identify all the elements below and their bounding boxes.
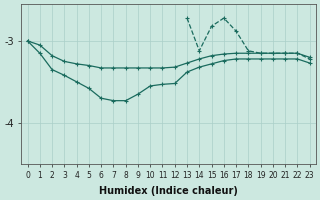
X-axis label: Humidex (Indice chaleur): Humidex (Indice chaleur) (99, 186, 238, 196)
